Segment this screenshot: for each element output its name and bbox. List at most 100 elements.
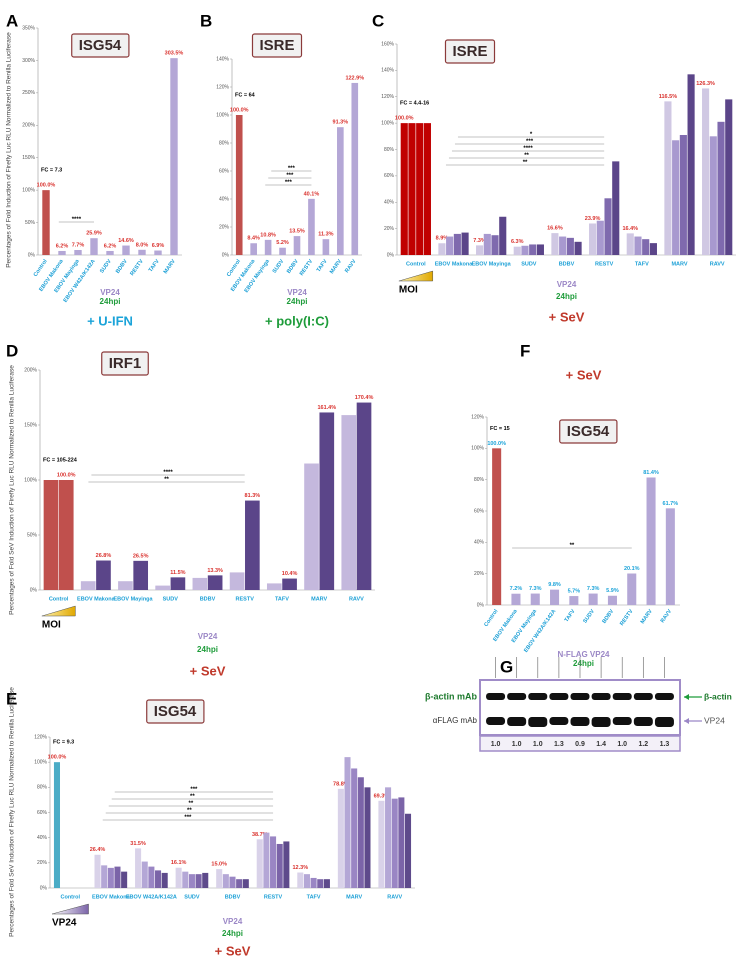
y-tick-label: 60% xyxy=(37,810,48,816)
treatment-label: + SeV xyxy=(215,943,251,958)
value-label: 31.5% xyxy=(130,841,146,847)
value-label: 7.2% xyxy=(510,586,523,592)
bar xyxy=(53,762,61,888)
bar xyxy=(192,577,208,590)
blot-frame xyxy=(479,679,681,736)
x-axis-label: VP24 xyxy=(100,288,120,297)
bar xyxy=(649,243,657,255)
bar xyxy=(236,879,243,888)
vp24-band xyxy=(612,717,632,725)
fold-change: FC = 9.3 xyxy=(53,740,74,746)
bar xyxy=(323,879,330,888)
blot-arrowhead xyxy=(684,718,689,724)
value-label: 8.4% xyxy=(247,236,260,242)
vp24-band xyxy=(654,717,674,727)
value-label: 61.7% xyxy=(663,501,679,507)
significance-label: *** xyxy=(286,173,294,179)
bar xyxy=(492,448,502,605)
value-label: 11.3% xyxy=(318,232,333,238)
bar xyxy=(282,578,297,590)
bar xyxy=(118,581,133,590)
bar xyxy=(709,136,717,255)
title-box xyxy=(559,419,618,444)
panel-letter: C xyxy=(372,11,384,30)
significance-label: ** xyxy=(570,543,575,549)
x-axis-sublabel: 24hpi xyxy=(222,929,243,938)
bar xyxy=(74,250,82,255)
x-tick-label: RESTV xyxy=(299,258,315,277)
actin-band xyxy=(633,693,653,700)
x-axis-label: N-FLAG VP24 xyxy=(557,650,610,659)
bar xyxy=(155,870,162,888)
bar xyxy=(476,245,484,255)
y-tick-label: 0% xyxy=(30,587,38,593)
value-label: 161.4% xyxy=(317,405,336,411)
value-label: 116.5% xyxy=(659,94,677,100)
fold-change: FC = 105-224 xyxy=(43,457,78,463)
bar xyxy=(90,238,98,255)
x-tick-label: MARV xyxy=(346,894,362,900)
value-label: 100.0% xyxy=(487,441,506,447)
bar xyxy=(529,244,537,255)
vp24-band xyxy=(591,717,611,727)
x-tick-label: Control xyxy=(406,261,426,267)
bar xyxy=(607,595,617,605)
bar xyxy=(483,233,491,255)
panel-title: ISRE xyxy=(259,37,294,54)
value-label: 7.3% xyxy=(473,238,486,244)
value-label: 13.5% xyxy=(289,229,305,235)
x-tick-label: BDBV xyxy=(559,261,575,267)
y-tick-label: 150% xyxy=(22,155,35,161)
bar xyxy=(235,115,243,255)
x-tick-label: MARV xyxy=(640,608,654,625)
y-tick-label: 80% xyxy=(384,147,395,153)
value-label: 10.8% xyxy=(260,232,276,238)
value-label: 5.2% xyxy=(276,240,289,246)
y-axis-label: Percentages of Fold SeV Induction of Fir… xyxy=(9,365,16,615)
bar xyxy=(566,237,574,255)
bar xyxy=(596,220,604,255)
x-tick-label: SUDV xyxy=(582,608,596,624)
value-label: 23.9% xyxy=(585,216,601,222)
bar xyxy=(344,757,351,888)
value-label: 11.5% xyxy=(170,570,185,576)
y-tick-label: 120% xyxy=(381,94,394,100)
x-tick-label: SUDV xyxy=(521,261,537,267)
actin-band xyxy=(486,693,506,700)
y-axis-label: Percentages of Fold Induction of Firefly… xyxy=(6,32,13,268)
panel-letter: E xyxy=(6,689,17,708)
x-tick-label: Control xyxy=(60,894,80,900)
bar xyxy=(138,249,146,255)
value-label: 81.3% xyxy=(245,493,261,499)
fold-change: FC = 7.3 xyxy=(41,168,62,174)
y-tick-label: 100% xyxy=(24,477,37,483)
x-tick-label: SUDV xyxy=(163,596,179,602)
y-tick-label: 60% xyxy=(384,173,395,179)
bar xyxy=(604,198,612,255)
bar xyxy=(188,874,195,888)
bar xyxy=(351,768,358,888)
blot-right-label: VP24 xyxy=(704,715,725,725)
fold-change: FC = 64 xyxy=(235,92,256,98)
panel-title: ISG54 xyxy=(154,703,197,720)
bar xyxy=(453,233,461,255)
value-label: 6.3% xyxy=(511,239,524,245)
bar xyxy=(141,861,148,888)
value-label: 26.5% xyxy=(133,553,149,559)
bar xyxy=(303,874,310,888)
value-label: 7.7% xyxy=(72,242,85,248)
value-label: 14.6% xyxy=(118,238,134,244)
significance-label: **** xyxy=(163,470,173,476)
x-tick-label: SUDV xyxy=(272,258,286,274)
bar xyxy=(195,874,202,888)
y-tick-label: 120% xyxy=(471,414,484,420)
value-label: 100.0% xyxy=(395,116,414,122)
vp24-band xyxy=(633,717,653,726)
x-tick-label: RESTV xyxy=(619,608,635,627)
value-label: 303.5% xyxy=(165,51,184,57)
value-label: 7.3% xyxy=(529,586,542,592)
ratio-frame xyxy=(479,735,681,752)
value-label: 9.8% xyxy=(548,582,561,588)
treatment-label: + U-IFN xyxy=(87,313,133,328)
